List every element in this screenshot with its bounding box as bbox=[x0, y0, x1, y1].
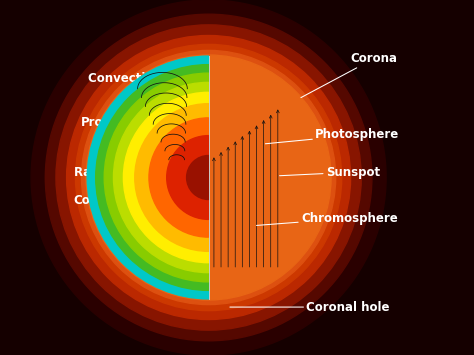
Wedge shape bbox=[96, 65, 209, 290]
Circle shape bbox=[86, 55, 331, 300]
Wedge shape bbox=[187, 155, 209, 200]
Text: Sunspot: Sunspot bbox=[280, 166, 380, 179]
Wedge shape bbox=[123, 92, 209, 263]
Text: Corona: Corona bbox=[301, 52, 398, 98]
Text: Radiative zone: Radiative zone bbox=[73, 166, 172, 179]
Wedge shape bbox=[149, 118, 209, 237]
Circle shape bbox=[46, 14, 372, 341]
Wedge shape bbox=[167, 136, 209, 219]
Circle shape bbox=[67, 36, 351, 320]
Circle shape bbox=[56, 25, 361, 330]
Wedge shape bbox=[113, 82, 209, 273]
Text: Prominence: Prominence bbox=[81, 116, 159, 154]
Wedge shape bbox=[135, 104, 209, 251]
Text: Photosphere: Photosphere bbox=[265, 129, 400, 144]
Circle shape bbox=[82, 50, 336, 305]
Text: Chromosphere: Chromosphere bbox=[256, 212, 398, 225]
Wedge shape bbox=[87, 56, 209, 299]
Text: Coronal hole: Coronal hole bbox=[230, 301, 390, 313]
Circle shape bbox=[75, 44, 342, 311]
Circle shape bbox=[31, 0, 386, 355]
Text: Convection zone: Convection zone bbox=[88, 72, 197, 130]
Wedge shape bbox=[104, 73, 209, 282]
Text: Core: Core bbox=[73, 194, 154, 207]
